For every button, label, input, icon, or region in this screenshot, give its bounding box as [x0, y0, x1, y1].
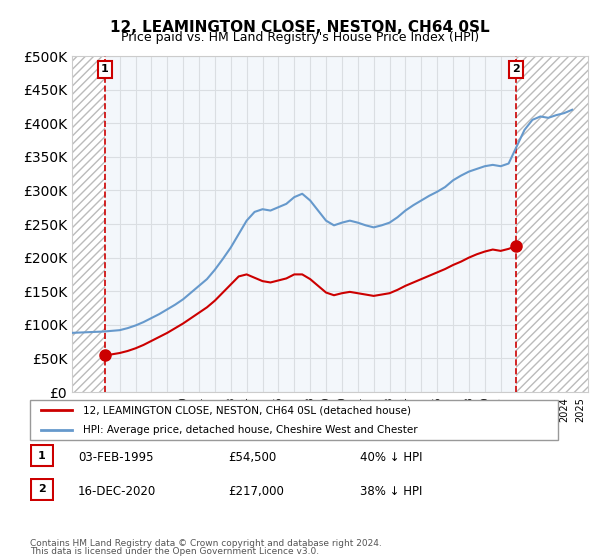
Text: HPI: Average price, detached house, Cheshire West and Chester: HPI: Average price, detached house, Ches…	[83, 425, 418, 435]
Text: 1: 1	[38, 451, 46, 461]
Text: 12, LEAMINGTON CLOSE, NESTON, CH64 0SL: 12, LEAMINGTON CLOSE, NESTON, CH64 0SL	[110, 20, 490, 35]
Text: 2: 2	[512, 64, 520, 74]
Bar	[72, 56, 105, 392]
Text: £217,000: £217,000	[228, 484, 284, 498]
Text: Contains HM Land Registry data © Crown copyright and database right 2024.: Contains HM Land Registry data © Crown c…	[30, 539, 382, 548]
Bar	[105, 56, 516, 392]
Text: 16-DEC-2020: 16-DEC-2020	[78, 484, 156, 498]
Text: 38% ↓ HPI: 38% ↓ HPI	[360, 484, 422, 498]
FancyBboxPatch shape	[30, 400, 558, 440]
Text: £54,500: £54,500	[228, 451, 276, 464]
Text: 03-FEB-1995: 03-FEB-1995	[78, 451, 154, 464]
FancyBboxPatch shape	[31, 445, 53, 466]
Text: Price paid vs. HM Land Registry's House Price Index (HPI): Price paid vs. HM Land Registry's House …	[121, 31, 479, 44]
Text: 1: 1	[101, 64, 109, 74]
Text: 2: 2	[38, 484, 46, 494]
Text: This data is licensed under the Open Government Licence v3.0.: This data is licensed under the Open Gov…	[30, 547, 319, 556]
Text: 40% ↓ HPI: 40% ↓ HPI	[360, 451, 422, 464]
Text: 12, LEAMINGTON CLOSE, NESTON, CH64 0SL (detached house): 12, LEAMINGTON CLOSE, NESTON, CH64 0SL (…	[83, 405, 411, 415]
FancyBboxPatch shape	[31, 479, 53, 500]
Bar	[516, 56, 588, 392]
